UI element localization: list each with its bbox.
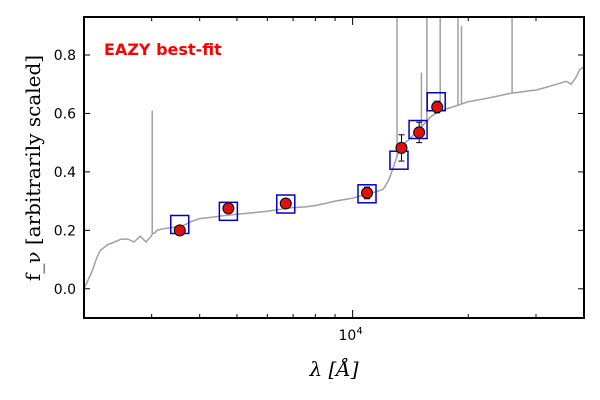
model-box	[357, 184, 377, 204]
best-fit-spectrum	[84, 17, 584, 290]
spectrum-line	[84, 66, 584, 290]
data-point	[222, 202, 235, 215]
y-tick-label: 0.2	[54, 223, 76, 239]
y-tick-label: 0.0	[54, 282, 76, 298]
y-axis-label: f_ν [arbitrarily scaled]	[21, 55, 45, 281]
x-tick-label: 104	[339, 326, 363, 344]
model-photometry-boxes	[170, 91, 446, 235]
data-point	[395, 141, 408, 154]
y-tick-label: 0.4	[54, 165, 76, 181]
model-box	[218, 201, 239, 222]
axes-frame	[83, 16, 585, 319]
model-box	[389, 150, 409, 170]
data-point	[361, 186, 374, 199]
observed-photometry-points	[173, 100, 444, 237]
data-point	[413, 126, 426, 139]
data-point	[431, 101, 444, 114]
model-box	[408, 119, 428, 140]
annotation-label: EAZY best-fit	[104, 40, 222, 59]
axis-ticks: 0.0 0.2 0.4 0.6 0.8 104	[54, 17, 584, 344]
x-axis-label: λ [Å]	[308, 356, 358, 381]
data-point	[173, 224, 186, 237]
model-box	[276, 194, 296, 214]
y-tick-label: 0.6	[54, 106, 76, 122]
y-tick-label: 0.8	[54, 48, 76, 64]
data-point	[279, 197, 292, 210]
